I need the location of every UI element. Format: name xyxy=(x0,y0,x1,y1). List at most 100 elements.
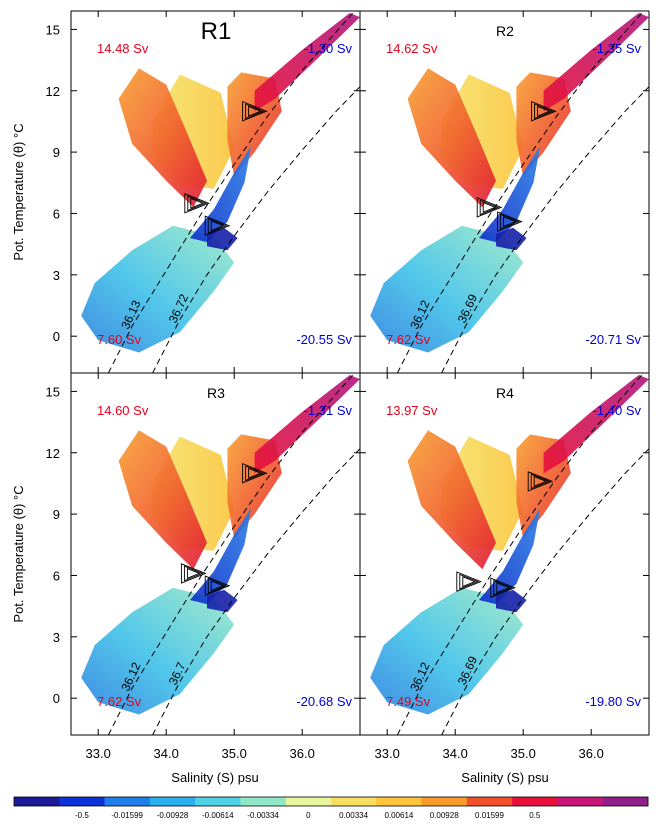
triangle-marker xyxy=(537,105,551,117)
triangle-marker xyxy=(248,105,262,117)
transport-bottom-right: -20.71 Sv xyxy=(585,332,641,347)
colorbar-segment xyxy=(14,797,60,806)
triangle-marker xyxy=(207,217,228,234)
isopycnal-line xyxy=(152,86,360,373)
triangle-marker xyxy=(496,582,511,594)
x-tick-label: 34.0 xyxy=(443,746,468,761)
triangle-marker xyxy=(497,211,523,232)
triangle-marker xyxy=(531,100,557,122)
warm-water-cloud xyxy=(118,430,207,570)
isopycnal-line xyxy=(441,448,649,735)
triangle-marker xyxy=(527,471,554,492)
colorbar-segment xyxy=(331,797,377,806)
colorbar-label: -0.5 xyxy=(75,811,89,820)
colorbar-segment xyxy=(59,797,105,806)
transport-bottom-right: -20.68 Sv xyxy=(296,694,352,709)
y-tick-label: 6 xyxy=(53,206,60,221)
triangle-marker xyxy=(493,579,514,596)
cold-water-cloud xyxy=(370,587,524,715)
central-water-core xyxy=(479,146,541,243)
warm-water-cloud xyxy=(118,68,207,208)
isopycnal-line xyxy=(396,11,645,373)
triangle-marker xyxy=(180,563,207,584)
transport-top-left: 14.62 Sv xyxy=(386,41,438,56)
isopycnal-line xyxy=(107,373,356,735)
saline-ridge xyxy=(254,13,360,112)
x-tick-label: 36.0 xyxy=(290,746,315,761)
y-tick-label: 6 xyxy=(53,568,60,583)
central-water-core xyxy=(190,508,252,605)
transport-bottom-left: 7.49 Sv xyxy=(386,694,431,709)
triangle-marker xyxy=(245,465,265,482)
central-water-core xyxy=(190,146,252,243)
triangle-marker xyxy=(479,199,500,216)
transport-top-right: -1.31 Sv xyxy=(304,403,353,418)
y-tick-label: 15 xyxy=(46,22,60,37)
triangle-marker xyxy=(184,192,211,214)
y-tick-label: 0 xyxy=(53,329,60,344)
triangle-marker xyxy=(490,577,517,599)
colorbar-segment xyxy=(104,797,151,806)
x-axis-label-left: Salinity (S) psu xyxy=(171,770,258,785)
colorbar-label: 0.5 xyxy=(529,811,541,820)
colorbar-segment xyxy=(421,797,468,806)
cold-water-cloud xyxy=(81,587,235,715)
x-ticks: 33.0 34.0 35.0 36.0 33.0 34.0 35.0 36.0 xyxy=(86,746,604,761)
colorbar-label: 0.00928 xyxy=(430,811,459,820)
triangle-marker xyxy=(500,213,520,230)
colorbar-label: -0.00614 xyxy=(202,811,234,820)
central-water-core xyxy=(479,508,541,605)
colorbar-segment xyxy=(376,797,422,806)
deep-core-blue xyxy=(496,227,527,251)
x-axis-label-right: Salinity (S) psu xyxy=(461,770,548,785)
triangle-marker xyxy=(462,576,477,588)
x-tick-label: 33.0 xyxy=(86,746,111,761)
isopycnal-line xyxy=(107,11,356,373)
colorbar-label: 0.00334 xyxy=(339,811,368,820)
transport-top-left: 14.60 Sv xyxy=(97,403,149,418)
transport-bottom-right: -20.55 Sv xyxy=(296,332,352,347)
triangle-marker xyxy=(204,215,231,237)
isopycnal-line xyxy=(152,448,360,735)
y-tick-label: 3 xyxy=(53,630,60,645)
triangle-marker xyxy=(186,567,201,579)
triangle-marker xyxy=(459,573,480,590)
isopycnal-line xyxy=(441,86,649,373)
triangle-marker xyxy=(456,571,483,592)
colorbar-label: 0 xyxy=(306,811,311,820)
deep-core-blue xyxy=(207,227,238,251)
y-tick-label: 12 xyxy=(46,84,60,99)
panel-title: R1 xyxy=(201,18,232,45)
triangle-marker xyxy=(248,467,262,479)
panel-title: R3 xyxy=(207,385,225,401)
transport-top-right: -1.40 Sv xyxy=(593,403,642,418)
colorbar-segment xyxy=(512,797,558,806)
y-axis-label-bottom: Pot. Temperature (θ) °C xyxy=(11,485,26,622)
transport-top-right: -1.30 Sv xyxy=(304,41,353,56)
triangle-marker xyxy=(482,201,497,213)
colorbar-segment xyxy=(466,797,513,806)
triangle-marker xyxy=(210,580,225,592)
triangle-marker xyxy=(534,103,554,120)
triangle-marker xyxy=(242,100,268,122)
x-tick-label: 36.0 xyxy=(579,746,604,761)
transport-top-left: 14.48 Sv xyxy=(97,41,149,56)
x-tick-label: 33.0 xyxy=(375,746,400,761)
colorbar-segment xyxy=(195,797,241,806)
x-tick-label: 35.0 xyxy=(511,746,536,761)
transport-bottom-left: 7.62 Sv xyxy=(97,694,142,709)
triangle-marker xyxy=(207,577,228,594)
triangle-marker xyxy=(533,475,548,487)
triangle-marker xyxy=(242,462,268,484)
colorbar-label: -0.00928 xyxy=(157,811,189,820)
triangle-marker xyxy=(183,565,204,582)
isopycnal-line xyxy=(396,373,645,735)
triangle-marker xyxy=(204,575,231,596)
colorbar-frame xyxy=(13,796,649,807)
y-tick-label: 3 xyxy=(53,268,60,283)
transport-top-left: 13.97 Sv xyxy=(386,403,438,418)
